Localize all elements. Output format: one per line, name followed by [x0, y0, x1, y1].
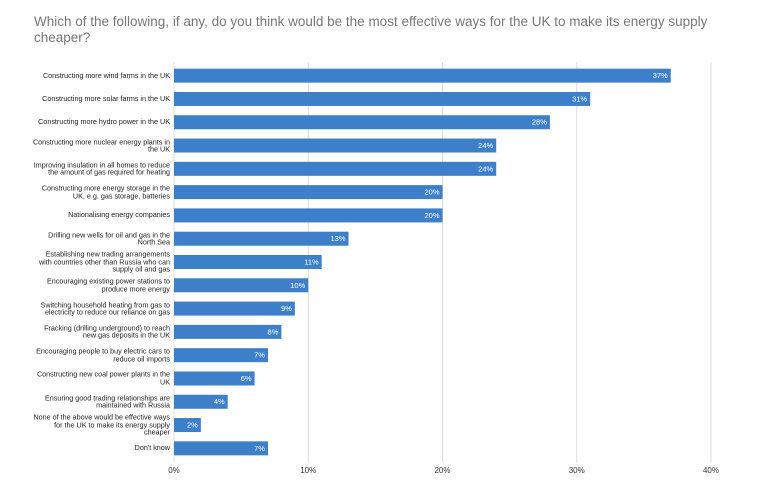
value-label: 7%	[254, 351, 265, 360]
y-tick-label: Encouraging existing power stations to p…	[46, 276, 170, 294]
bar	[174, 68, 671, 83]
chart-title: Which of the following, if any, do you t…	[34, 14, 708, 45]
value-label: 31%	[572, 94, 587, 103]
bar	[174, 161, 497, 176]
value-label: 20%	[424, 188, 439, 197]
value-label: 6%	[241, 374, 252, 383]
bar	[174, 301, 295, 316]
value-label: 37%	[653, 71, 668, 80]
value-label: 10%	[290, 281, 305, 290]
y-tick-label: Ensuring good trading relationships are …	[44, 393, 170, 410]
y-tick-label: Improving insulation in all homes to red…	[33, 160, 170, 177]
y-tick-label: Constructing new coal power plants in th…	[36, 369, 170, 387]
value-label: 24%	[478, 141, 493, 150]
bar	[174, 115, 550, 130]
bar	[174, 278, 309, 293]
bar	[174, 91, 591, 106]
y-tick-label: Constructing more wind farms in the UK	[42, 70, 170, 80]
value-label: 24%	[478, 164, 493, 173]
bar	[174, 138, 497, 153]
y-tick-label: Constructing more solar farms in the UK	[42, 94, 170, 104]
bar	[174, 185, 443, 200]
bar	[174, 418, 201, 433]
y-tick-label: Constructing more nuclear energy plants …	[32, 136, 170, 154]
y-tick-label: Switching household heating from gas to …	[40, 299, 170, 317]
y-tick-label: None of the above would be effective way…	[33, 412, 170, 437]
bar	[174, 208, 443, 223]
y-tick-label: Nationalising energy companies	[68, 210, 170, 220]
y-tick-label: Constructing more energy storage in the …	[41, 183, 170, 201]
bar	[174, 231, 349, 246]
bar	[174, 394, 228, 409]
value-label: 2%	[187, 421, 198, 430]
value-label: 9%	[281, 304, 292, 313]
value-label: 20%	[424, 211, 439, 220]
value-label: 8%	[268, 327, 279, 336]
x-tick-label: 30%	[569, 466, 585, 475]
value-label: 28%	[532, 118, 547, 127]
bar	[174, 371, 255, 386]
bar	[174, 324, 282, 339]
bar	[174, 348, 268, 363]
x-tick-label: 10%	[300, 466, 316, 475]
x-tick-label: 0%	[168, 466, 180, 475]
y-tick-label: Fracking (drilling underground) to reach…	[44, 323, 170, 340]
value-label: 11%	[304, 257, 319, 266]
y-tick-label: Don't know	[134, 443, 170, 453]
y-tick-label: Establishing new trading arrangements wi…	[38, 249, 170, 274]
value-label: 7%	[254, 444, 265, 453]
value-label: 13%	[331, 234, 346, 243]
x-tick-label: 40%	[703, 466, 719, 475]
bar	[174, 441, 268, 456]
x-tick-label: 20%	[434, 466, 450, 475]
value-label: 4%	[214, 397, 225, 406]
y-tick-label: Constructing more hydro power in the UK	[38, 117, 170, 127]
bar	[174, 255, 322, 269]
y-tick-label: Drilling new wells for oil and gas in th…	[48, 230, 170, 247]
y-tick-label: Encouraging people to buy electric cars …	[36, 346, 170, 364]
